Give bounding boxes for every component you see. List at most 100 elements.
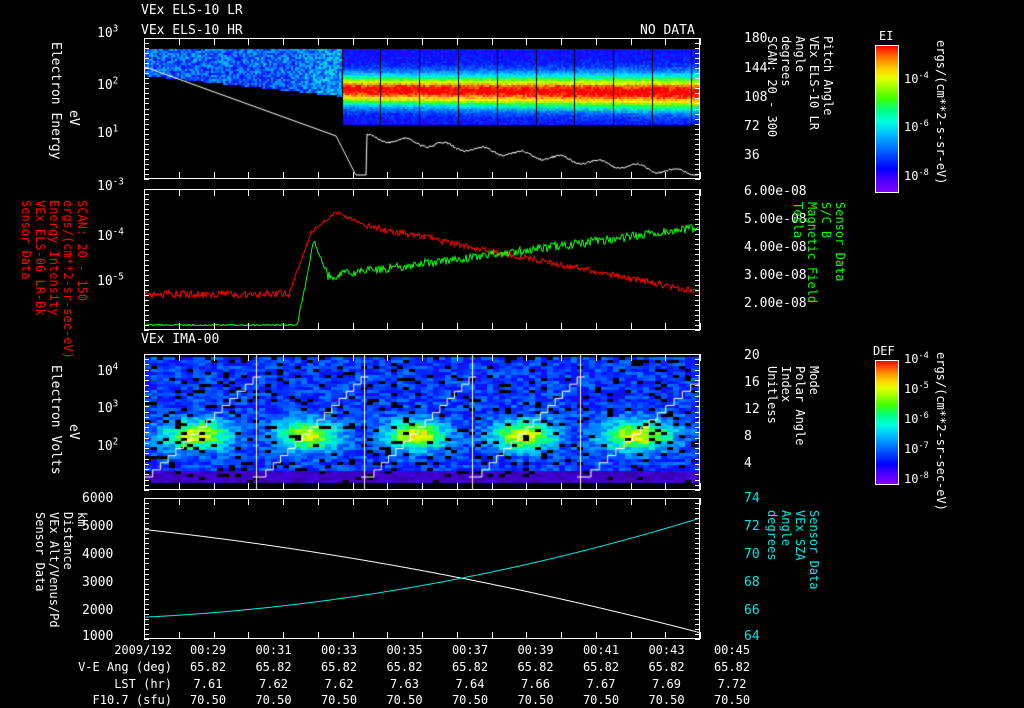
axis-tick xyxy=(144,73,149,75)
axis-tick xyxy=(695,153,700,155)
footer-row-label-3: F10.7 (sfu) xyxy=(92,693,172,707)
axis-tick xyxy=(695,98,700,100)
axis-tick xyxy=(695,538,700,540)
axis-tick xyxy=(695,58,700,60)
axis-tick xyxy=(695,239,700,241)
axis-tick xyxy=(178,38,180,45)
axis-tick xyxy=(213,172,215,179)
axis-tick xyxy=(144,264,149,266)
axis-tick xyxy=(144,309,149,311)
colorbar1-tick-3: 10-8 xyxy=(904,168,929,183)
panel2-rtick-4e-8: 4.00e-08 xyxy=(744,240,807,255)
axis-tick xyxy=(144,93,149,95)
panel4-sza-trace xyxy=(145,518,700,618)
axis-tick xyxy=(422,323,423,330)
axis-tick xyxy=(144,173,149,175)
axis-tick xyxy=(700,38,701,45)
axis-tick xyxy=(665,38,667,45)
axis-tick xyxy=(695,548,700,550)
axis-tick xyxy=(695,508,700,510)
axis-tick xyxy=(144,359,149,361)
axis-tick xyxy=(695,427,700,429)
axis-tick xyxy=(144,406,149,408)
axis-tick xyxy=(387,172,389,179)
axis-tick xyxy=(695,364,700,366)
panel1-plot-frame xyxy=(144,38,700,179)
axis-tick xyxy=(144,78,149,80)
axis-tick xyxy=(491,498,493,505)
axis-tick xyxy=(491,354,493,361)
panel4-left-title-sensor-data: Sensor Data xyxy=(33,512,47,592)
panel1-rtick-72: 72 xyxy=(744,119,760,134)
axis-tick xyxy=(695,479,700,481)
footer-cell-r3-c4: 70.50 xyxy=(451,693,489,707)
axis-tick xyxy=(695,385,700,387)
axis-tick xyxy=(248,172,250,179)
axis-tick xyxy=(144,513,149,515)
axis-tick xyxy=(630,189,632,196)
axis-tick xyxy=(144,83,149,85)
axis-tick xyxy=(695,518,700,520)
axis-tick xyxy=(491,38,493,45)
axis-tick xyxy=(630,632,632,639)
axis-tick xyxy=(695,284,700,286)
panel1-title-hr: VEx ELS-10 HR xyxy=(141,23,243,38)
axis-tick xyxy=(144,437,149,439)
axis-tick xyxy=(248,498,250,505)
axis-tick xyxy=(695,128,700,130)
axis-tick xyxy=(144,568,149,570)
axis-tick xyxy=(491,483,493,490)
axis-tick xyxy=(178,172,180,179)
axis-tick xyxy=(178,189,180,196)
axis-tick xyxy=(144,172,145,179)
axis-tick xyxy=(456,498,458,505)
axis-tick xyxy=(144,422,149,423)
axis-tick xyxy=(144,632,145,639)
axis-tick xyxy=(144,469,149,471)
axis-tick xyxy=(491,172,493,179)
axis-tick xyxy=(144,598,149,600)
axis-tick xyxy=(317,323,319,330)
axis-tick xyxy=(144,380,149,382)
axis-tick xyxy=(144,458,149,460)
axis-tick xyxy=(248,189,250,196)
axis-tick xyxy=(695,474,700,476)
axis-tick xyxy=(352,172,354,179)
panel1-y-axis-title: Electron Energy xyxy=(48,42,63,160)
axis-tick xyxy=(144,234,149,236)
axis-tick xyxy=(317,172,319,179)
axis-tick xyxy=(630,483,632,490)
axis-tick xyxy=(352,38,354,45)
axis-tick xyxy=(695,304,700,306)
axis-tick xyxy=(422,354,423,361)
panel4-right-title-degrees: degrees xyxy=(765,510,779,561)
panel3-y-axis-title: Electron Volts xyxy=(48,365,63,475)
axis-tick xyxy=(700,172,701,179)
axis-tick xyxy=(695,453,700,455)
axis-tick xyxy=(144,153,149,155)
axis-tick xyxy=(144,103,149,105)
axis-tick xyxy=(317,189,319,196)
axis-tick xyxy=(595,172,597,179)
axis-tick xyxy=(456,632,458,639)
axis-tick xyxy=(352,632,354,639)
axis-tick xyxy=(387,498,389,505)
axis-tick xyxy=(352,189,354,196)
axis-tick xyxy=(144,168,149,170)
axis-tick xyxy=(213,483,215,490)
panel2-left-title-units: ergs/(cm**2-sr-sec-eV) xyxy=(61,200,75,359)
panel1-rtick-180: 180 xyxy=(744,31,768,46)
axis-tick xyxy=(144,244,149,246)
axis-tick xyxy=(695,229,700,231)
axis-tick xyxy=(665,172,667,179)
axis-tick xyxy=(144,133,149,135)
axis-tick xyxy=(665,632,667,639)
axis-tick xyxy=(144,179,149,180)
axis-tick xyxy=(144,123,149,125)
axis-tick xyxy=(630,172,632,179)
footer-cell-r2-c8: 7.72 xyxy=(717,677,747,691)
axis-tick xyxy=(526,323,528,330)
axis-tick xyxy=(283,172,284,179)
axis-tick xyxy=(595,632,597,639)
axis-tick xyxy=(144,323,145,330)
